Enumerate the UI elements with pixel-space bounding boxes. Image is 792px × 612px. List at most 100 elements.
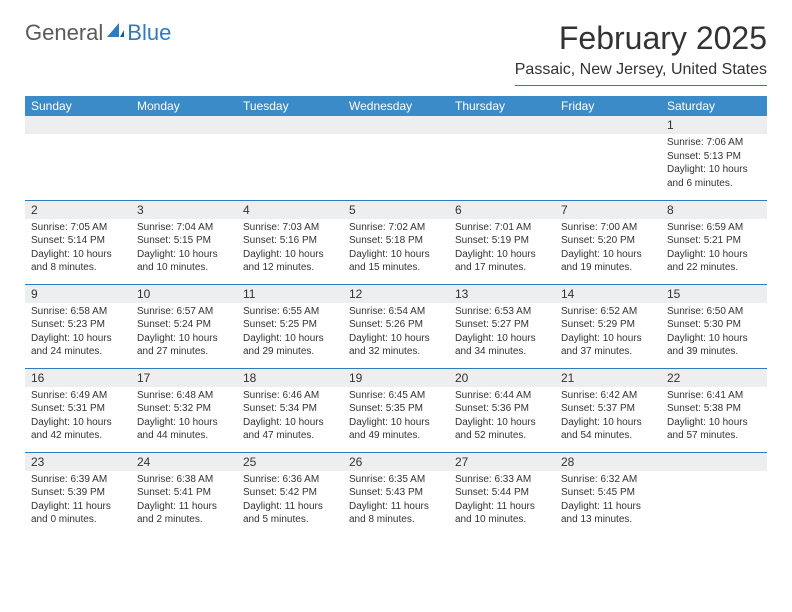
day-body: Sunrise: 6:39 AMSunset: 5:39 PMDaylight:… [25,471,131,531]
sunset-label: Sunset: [561,235,595,246]
day-number [449,116,555,134]
day-cell: 19Sunrise: 6:45 AMSunset: 5:35 PMDayligh… [343,368,449,452]
sunrise-value: 6:41 AM [706,390,743,401]
day-number [25,116,131,134]
day-number [661,453,767,471]
sunset-label: Sunset: [667,235,701,246]
day-number: 28 [555,453,661,471]
day-number: 18 [237,369,343,387]
sunset-value: 5:27 PM [492,319,529,330]
day-cell: 17Sunrise: 6:48 AMSunset: 5:32 PMDayligh… [131,368,237,452]
sunset-value: 5:26 PM [386,319,423,330]
sunrise-value: 6:50 AM [706,306,743,317]
day-number: 16 [25,369,131,387]
sunset-value: 5:37 PM [598,403,635,414]
day-number: 5 [343,201,449,219]
sunset-value: 5:18 PM [386,235,423,246]
day-body: Sunrise: 6:33 AMSunset: 5:44 PMDaylight:… [449,471,555,531]
sunrise-label: Sunrise: [561,474,598,485]
day-number: 4 [237,201,343,219]
sunrise-label: Sunrise: [667,222,704,233]
sunset-value: 5:41 PM [174,487,211,498]
sunrise-label: Sunrise: [455,474,492,485]
day-body: Sunrise: 6:42 AMSunset: 5:37 PMDaylight:… [555,387,661,447]
logo-sail-icon [105,21,125,46]
day-number: 27 [449,453,555,471]
sunrise-value: 6:39 AM [70,474,107,485]
sunrise-label: Sunrise: [31,222,68,233]
sunrise-value: 6:32 AM [600,474,637,485]
day-cell: 7Sunrise: 7:00 AMSunset: 5:20 PMDaylight… [555,200,661,284]
week-row: 23Sunrise: 6:39 AMSunset: 5:39 PMDayligh… [25,452,767,536]
sunset-label: Sunset: [561,487,595,498]
daylight-label: Daylight: [561,333,600,344]
day-cell: 27Sunrise: 6:33 AMSunset: 5:44 PMDayligh… [449,452,555,536]
sunset-label: Sunset: [455,319,489,330]
day-number: 10 [131,285,237,303]
sunrise-value: 6:46 AM [282,390,319,401]
daylight-label: Daylight: [561,249,600,260]
sunrise-value: 6:42 AM [600,390,637,401]
day-number [237,116,343,134]
sunrise-value: 6:44 AM [494,390,531,401]
daylight-label: Daylight: [667,417,706,428]
day-cell: 1Sunrise: 7:06 AMSunset: 5:13 PMDaylight… [661,116,767,200]
day-cell [661,452,767,536]
day-body: Sunrise: 7:04 AMSunset: 5:15 PMDaylight:… [131,219,237,279]
day-cell [237,116,343,200]
sunrise-label: Sunrise: [561,306,598,317]
sunrise-label: Sunrise: [349,474,386,485]
daylight-label: Daylight: [667,333,706,344]
day-body: Sunrise: 6:45 AMSunset: 5:35 PMDaylight:… [343,387,449,447]
sunset-label: Sunset: [349,319,383,330]
sunrise-value: 7:00 AM [600,222,637,233]
sunrise-label: Sunrise: [667,390,704,401]
day-body: Sunrise: 6:53 AMSunset: 5:27 PMDaylight:… [449,303,555,363]
day-number: 7 [555,201,661,219]
sunrise-value: 6:53 AM [494,306,531,317]
sunset-value: 5:39 PM [68,487,105,498]
day-cell: 23Sunrise: 6:39 AMSunset: 5:39 PMDayligh… [25,452,131,536]
daylight-label: Daylight: [561,417,600,428]
day-cell [131,116,237,200]
day-cell: 4Sunrise: 7:03 AMSunset: 5:16 PMDaylight… [237,200,343,284]
day-cell: 18Sunrise: 6:46 AMSunset: 5:34 PMDayligh… [237,368,343,452]
sunset-value: 5:45 PM [598,487,635,498]
day-cell: 21Sunrise: 6:42 AMSunset: 5:37 PMDayligh… [555,368,661,452]
day-cell: 14Sunrise: 6:52 AMSunset: 5:29 PMDayligh… [555,284,661,368]
day-number: 3 [131,201,237,219]
weekday-header: Wednesday [343,96,449,116]
sunrise-value: 7:01 AM [494,222,531,233]
sunrise-label: Sunrise: [349,306,386,317]
sunrise-label: Sunrise: [137,474,174,485]
sunset-value: 5:31 PM [68,403,105,414]
sunset-value: 5:34 PM [280,403,317,414]
day-number: 2 [25,201,131,219]
sunset-label: Sunset: [667,319,701,330]
page-title: February 2025 [515,20,767,57]
day-number: 9 [25,285,131,303]
daylight-label: Daylight: [349,249,388,260]
sunrise-label: Sunrise: [243,306,280,317]
day-body: Sunrise: 6:52 AMSunset: 5:29 PMDaylight:… [555,303,661,363]
sunset-value: 5:13 PM [704,151,741,162]
sunset-label: Sunset: [667,151,701,162]
sunset-label: Sunset: [349,487,383,498]
day-number: 1 [661,116,767,134]
day-body: Sunrise: 6:48 AMSunset: 5:32 PMDaylight:… [131,387,237,447]
weekday-header: Sunday [25,96,131,116]
sunrise-label: Sunrise: [455,306,492,317]
sunset-value: 5:42 PM [280,487,317,498]
day-body: Sunrise: 6:49 AMSunset: 5:31 PMDaylight:… [25,387,131,447]
sunrise-label: Sunrise: [31,306,68,317]
day-body: Sunrise: 6:32 AMSunset: 5:45 PMDaylight:… [555,471,661,531]
sunrise-label: Sunrise: [667,306,704,317]
week-row: 2Sunrise: 7:05 AMSunset: 5:14 PMDaylight… [25,200,767,284]
day-number: 17 [131,369,237,387]
title-block: February 2025 Passaic, New Jersey, Unite… [515,20,767,86]
day-cell: 15Sunrise: 6:50 AMSunset: 5:30 PMDayligh… [661,284,767,368]
sunrise-label: Sunrise: [243,390,280,401]
day-number: 21 [555,369,661,387]
calendar-table: Sunday Monday Tuesday Wednesday Thursday… [25,96,767,536]
day-cell: 13Sunrise: 6:53 AMSunset: 5:27 PMDayligh… [449,284,555,368]
